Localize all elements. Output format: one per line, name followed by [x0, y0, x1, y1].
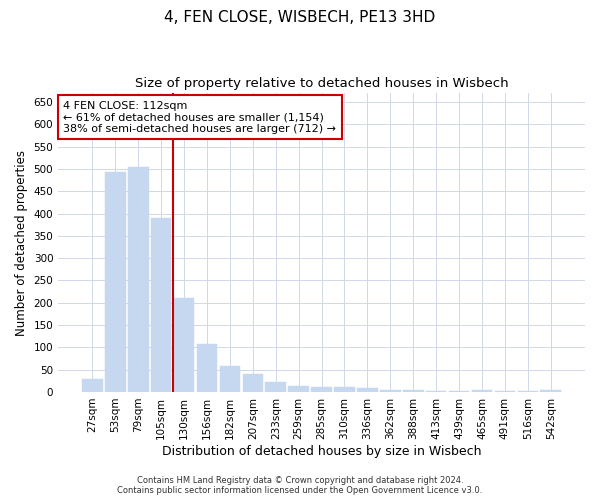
Title: Size of property relative to detached houses in Wisbech: Size of property relative to detached ho…: [135, 78, 508, 90]
Bar: [265, 382, 286, 392]
Text: 4 FEN CLOSE: 112sqm
← 61% of detached houses are smaller (1,154)
38% of semi-det: 4 FEN CLOSE: 112sqm ← 61% of detached ho…: [64, 100, 337, 134]
Bar: [174, 298, 194, 392]
Bar: [82, 378, 103, 392]
Bar: [311, 386, 332, 392]
Bar: [105, 172, 125, 392]
Bar: [403, 390, 424, 392]
Text: 4, FEN CLOSE, WISBECH, PE13 3HD: 4, FEN CLOSE, WISBECH, PE13 3HD: [164, 10, 436, 25]
Bar: [518, 391, 538, 392]
Bar: [128, 166, 149, 392]
Bar: [541, 390, 561, 392]
Bar: [220, 366, 240, 392]
Bar: [426, 390, 446, 392]
Bar: [242, 374, 263, 392]
Bar: [494, 390, 515, 392]
Bar: [334, 388, 355, 392]
Bar: [357, 388, 378, 392]
Bar: [449, 390, 469, 392]
Y-axis label: Number of detached properties: Number of detached properties: [15, 150, 28, 336]
Bar: [380, 390, 401, 392]
Bar: [151, 218, 172, 392]
Bar: [197, 344, 217, 392]
Bar: [472, 390, 493, 392]
Text: Contains HM Land Registry data © Crown copyright and database right 2024.
Contai: Contains HM Land Registry data © Crown c…: [118, 476, 482, 495]
Bar: [289, 386, 309, 392]
X-axis label: Distribution of detached houses by size in Wisbech: Distribution of detached houses by size …: [162, 444, 481, 458]
